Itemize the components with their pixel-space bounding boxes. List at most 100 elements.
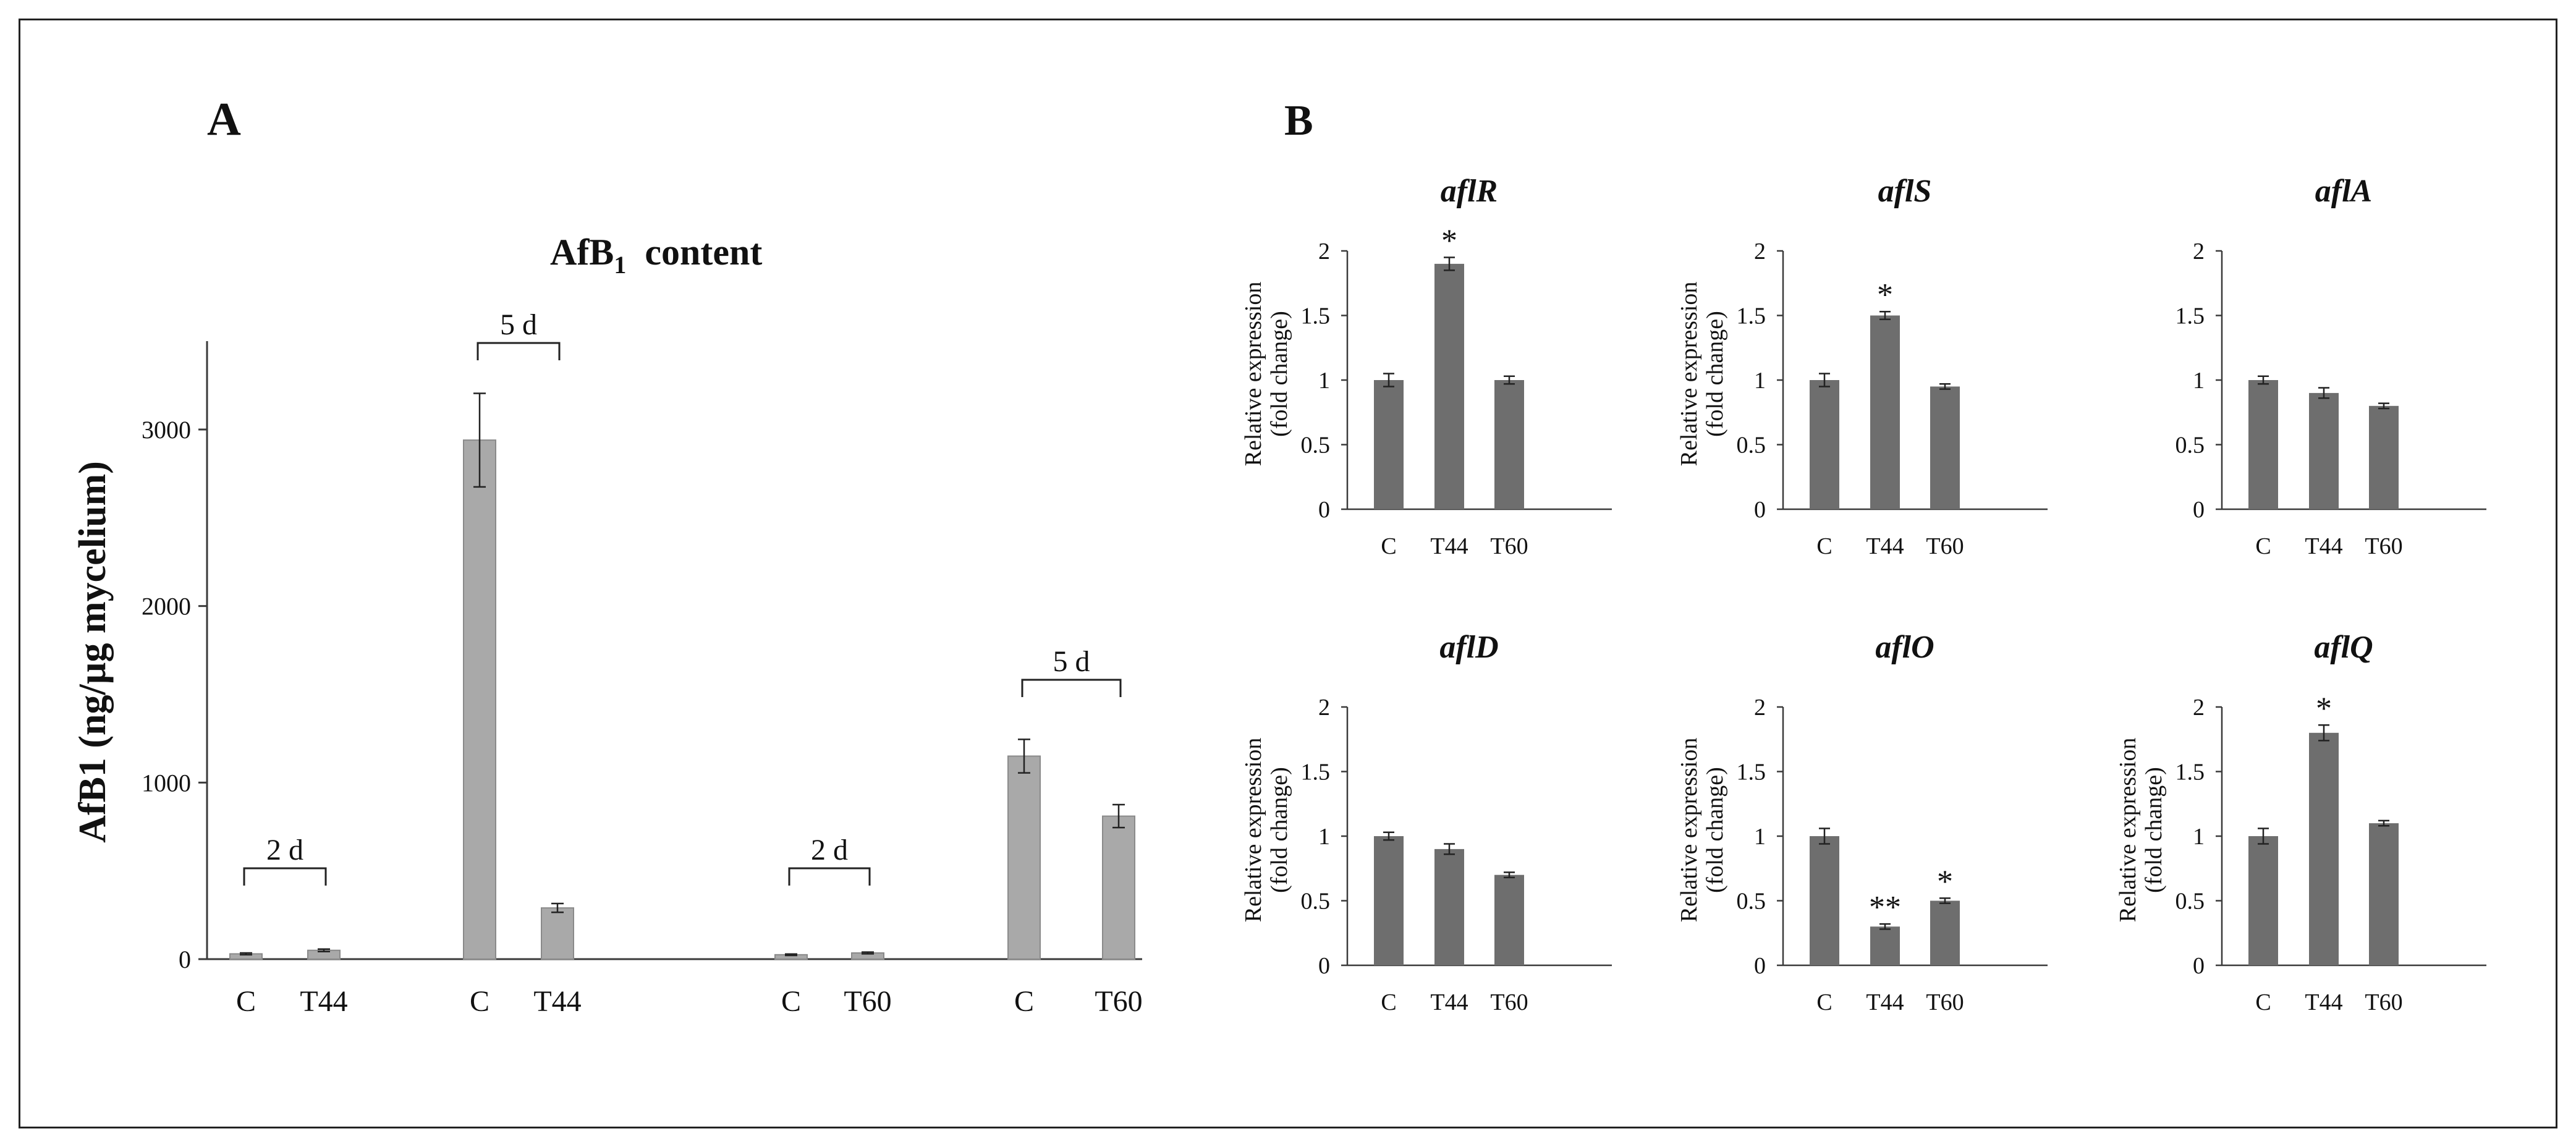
chart-a-title-main: AfB: [550, 232, 614, 273]
chart-aflA: 0 0.5 1 1.5 2 aflA C T44 T60: [2176, 174, 2486, 559]
chart-aflD-bar: [1374, 836, 1404, 965]
chart-aflS-x-tick-label: T60: [1926, 533, 1964, 559]
chart-a-bar: [463, 439, 496, 960]
chart-aflD-x-tick-label: T44: [1430, 989, 1468, 1015]
chart-aflO-y-label-line2: (fold change): [1702, 767, 1728, 893]
chart-aflR-bar: [1374, 380, 1404, 509]
chart-aflD-x-tick-label: T60: [1490, 989, 1528, 1015]
chart-aflD-y-tick-label: 0: [1318, 953, 1330, 979]
chart-aflS-significance-mark: *: [1877, 277, 1893, 313]
chart-a-title-rest: content: [626, 232, 762, 273]
chart-aflS-y-label-line1: Relative expression: [1676, 282, 1702, 467]
chart-aflA-y-tick-label: 0: [2193, 497, 2205, 523]
chart-aflQ-bar: [2248, 836, 2278, 965]
chart-aflR-y-tick-label: 1.5: [1301, 303, 1331, 329]
chart-aflS-bar: [1810, 380, 1839, 509]
chart-aflS-title: aflS: [1878, 174, 1932, 209]
chart-aflQ-x-tick-label: C: [2255, 989, 2271, 1015]
chart-a-group-bracket: [477, 342, 561, 360]
chart-a-x-tick-label: C: [236, 985, 256, 1018]
chart-aflA-y-tick-label: 2: [2193, 239, 2205, 265]
chart-aflS-y-tick-label: 2: [1754, 239, 1766, 265]
chart-aflS-y-tick-label: 0.5: [1737, 433, 1766, 459]
figure-frame: [19, 19, 2557, 1128]
chart-aflA-y-tick-label: 1: [2193, 368, 2205, 394]
chart-aflR-y-label-line2: (fold change): [1266, 311, 1292, 437]
chart-aflO-y-tick-label: 1: [1754, 824, 1766, 850]
chart-a-x-tick-label: T60: [844, 985, 891, 1018]
chart-aflR-y-tick-label: 1: [1318, 368, 1330, 394]
chart-aflO-title: aflO: [1875, 630, 1934, 665]
chart-aflQ: 0 0.5 1 1.5 2 Relative expression (fold change…: [2115, 630, 2486, 1015]
chart-aflD-bar: [1434, 849, 1464, 965]
chart-aflR-x-tick-label: T44: [1430, 533, 1468, 559]
chart-a-y-tick-label: 1000: [142, 769, 191, 797]
chart-aflR: 0 0.5 1 1.5 2 Relative expression (fold change…: [1240, 174, 1612, 559]
chart-aflS-y-label-line2: (fold change): [1702, 311, 1728, 437]
chart-aflR-x-tick-label: C: [1381, 533, 1396, 559]
chart-a-group-bracket: [788, 867, 871, 886]
chart-a-x-tick-label: T44: [533, 985, 581, 1018]
chart-aflD-y-label-line2: (fold change): [1266, 767, 1292, 893]
chart-aflR-x-tick-label: T60: [1490, 533, 1528, 559]
panel-a-label: A: [207, 93, 241, 145]
chart-a-y-tick-label: 0: [179, 946, 191, 973]
chart-aflO-y-label-line1: Relative expression: [1676, 738, 1702, 923]
chart-aflR-bar: [1434, 263, 1464, 509]
chart-aflA-title: aflA: [2315, 174, 2372, 209]
chart-aflA-y-tick-label: 0.5: [2176, 433, 2205, 459]
chart-aflO: 0 0.5 1 1.5 2 Relative expression (fold change…: [1676, 630, 2048, 1015]
panel-b-label: B: [1284, 97, 1313, 145]
chart-aflO-y-tick-label: 0.5: [1737, 889, 1766, 915]
chart-aflA-x-tick-label: T60: [2365, 533, 2402, 559]
chart-aflO-bar: [1870, 926, 1900, 965]
chart-aflQ-y-label-line2: (fold change): [2141, 767, 2167, 893]
chart-a-x-tick-label: T44: [300, 985, 347, 1018]
chart-aflA-x-tick-label: T44: [2305, 533, 2342, 559]
chart-aflO-x-tick-label: T60: [1926, 989, 1964, 1015]
chart-aflQ-significance-mark: *: [2316, 691, 2332, 726]
chart-a-x-tick-label: C: [1014, 985, 1034, 1018]
chart-aflR-y-label-line1: Relative expression: [1240, 282, 1266, 467]
chart-a-group-bracket: [1021, 679, 1122, 697]
chart-a-bar: [1007, 755, 1041, 960]
chart-aflS-x-tick-label: T44: [1866, 533, 1904, 559]
chart-aflO-significance-mark: **: [1869, 890, 1901, 925]
chart-aflS-y-tick-label: 1: [1754, 368, 1766, 394]
chart-aflS-bar: [1870, 315, 1900, 509]
chart-aflR-y-tick-label: 2: [1318, 239, 1330, 265]
chart-aflA-bar: [2309, 392, 2339, 509]
chart-a-group-label: 5 d: [500, 308, 537, 341]
chart-aflO-significance-mark: *: [1937, 864, 1953, 899]
chart-a-x-tick-label: C: [470, 985, 489, 1018]
chart-aflO-x-tick-label: T44: [1866, 989, 1904, 1015]
chart-a-group-label: 2 d: [266, 834, 303, 866]
chart-aflQ-bar: [2309, 732, 2339, 965]
chart-aflQ-bar: [2369, 823, 2399, 965]
chart-aflO-y-tick-label: 0: [1754, 953, 1766, 979]
chart-aflD-y-tick-label: 1: [1318, 824, 1330, 850]
chart-aflS-bar: [1930, 386, 1960, 509]
chart-aflR-y-tick-label: 0.5: [1301, 433, 1331, 459]
chart-a-bar: [541, 907, 574, 960]
chart-aflQ-y-tick-label: 2: [2193, 695, 2205, 721]
chart-a-x-tick-label: C: [781, 985, 801, 1018]
chart-aflQ-y-tick-label: 1: [2193, 824, 2205, 850]
chart-aflD-x-tick-label: C: [1381, 989, 1396, 1015]
chart-aflA-bar: [2369, 405, 2399, 509]
chart-aflD-y-label-line1: Relative expression: [1240, 738, 1266, 923]
chart-aflQ-x-tick-label: T44: [2305, 989, 2342, 1015]
chart-aflR-title: aflR: [1441, 174, 1498, 209]
chart-a-y-tick-label: 2000: [142, 593, 191, 620]
chart-aflQ-y-tick-label: 0: [2193, 953, 2205, 979]
chart-aflA-x-tick-label: C: [2255, 533, 2271, 559]
chart-a-y-label: AfB1 (ng/µg mycelium): [72, 461, 114, 843]
chart-aflR-significance-mark: *: [1441, 223, 1457, 258]
chart-aflS-y-tick-label: 1.5: [1737, 303, 1766, 329]
chart-aflD: 0 0.5 1 1.5 2 Relative expression (fold change…: [1240, 630, 1612, 1015]
chart-a-group-bracket: [243, 867, 327, 886]
chart-aflQ-y-tick-label: 0.5: [2176, 889, 2205, 915]
chart-aflD-title: aflD: [1439, 630, 1498, 665]
